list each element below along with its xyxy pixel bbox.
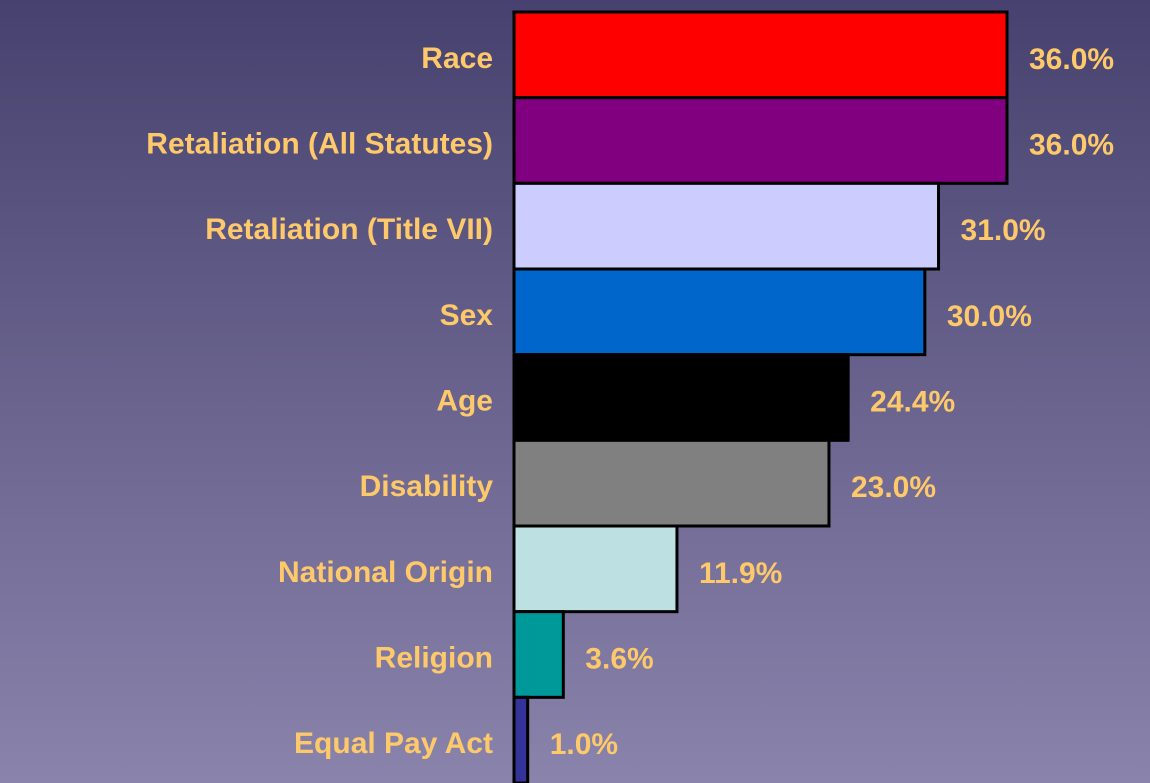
bar [512, 181, 941, 271]
category-label: Equal Pay Act [294, 727, 493, 760]
value-label: 30.0% [947, 300, 1032, 333]
value-label: 36.0% [1029, 43, 1114, 76]
bar [512, 353, 850, 442]
category-label: Age [436, 384, 493, 417]
value-label: 23.0% [851, 471, 936, 504]
bar [512, 10, 1009, 100]
category-label: Sex [440, 299, 494, 332]
category-label: Religion [375, 641, 493, 674]
bar [512, 524, 679, 614]
value-label: 31.0% [961, 214, 1046, 247]
bar [512, 96, 1009, 185]
value-label: 11.9% [699, 557, 782, 590]
value-label: 24.4% [870, 385, 955, 418]
category-label: National Origin [278, 556, 493, 589]
value-label: 3.6% [585, 642, 653, 675]
category-label: Disability [360, 470, 494, 503]
bar [512, 438, 831, 528]
bar [512, 267, 927, 357]
category-label: Race [421, 42, 493, 75]
bar [512, 610, 565, 699]
bar [512, 695, 530, 783]
value-label: 1.0% [550, 728, 618, 761]
category-label: Retaliation (All Statutes) [146, 127, 493, 160]
value-label: 36.0% [1029, 128, 1114, 161]
category-label: Retaliation (Title VII) [205, 213, 493, 246]
